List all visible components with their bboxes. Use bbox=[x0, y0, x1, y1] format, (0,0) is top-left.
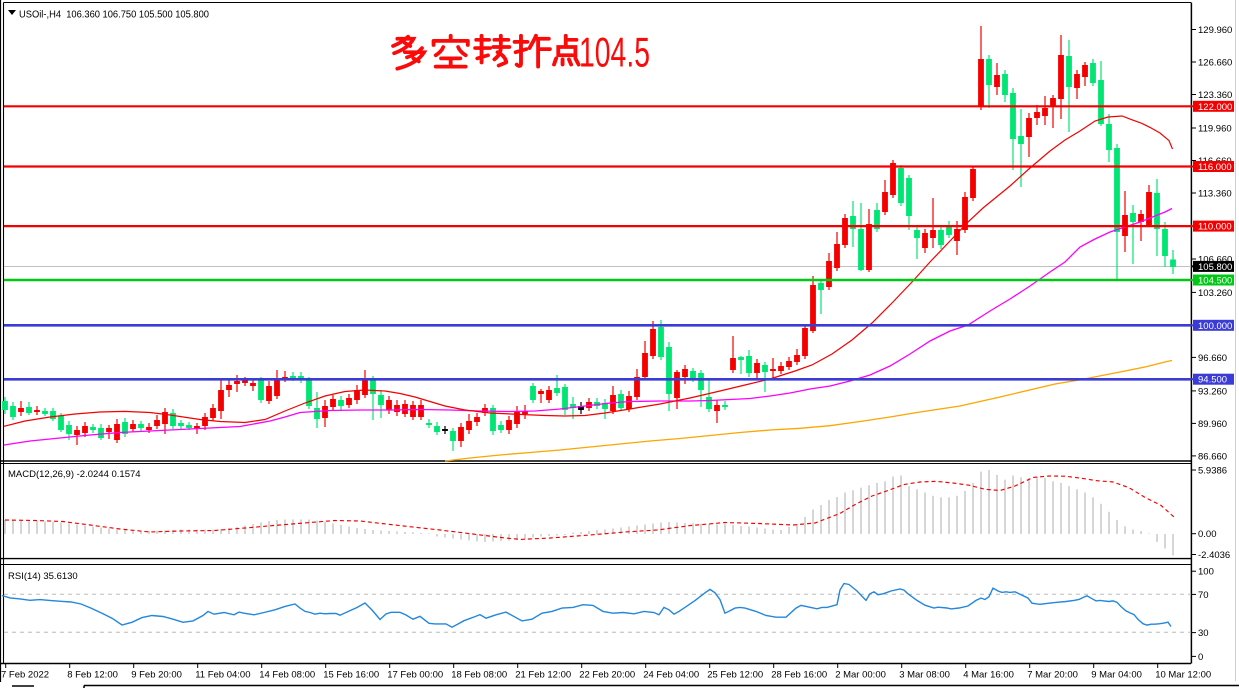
svg-text:94.500: 94.500 bbox=[1198, 375, 1227, 386]
svg-text:113.360: 113.360 bbox=[1198, 189, 1232, 200]
svg-text:103.260: 103.260 bbox=[1198, 288, 1232, 299]
svg-text:129.960: 129.960 bbox=[1198, 25, 1232, 36]
svg-text:30: 30 bbox=[1198, 628, 1209, 639]
svg-text:126.660: 126.660 bbox=[1198, 58, 1232, 69]
svg-text:0.00: 0.00 bbox=[1198, 529, 1217, 540]
svg-text:18 Feb 08:00: 18 Feb 08:00 bbox=[451, 670, 507, 681]
svg-text:RSI(14) 35.6130: RSI(14) 35.6130 bbox=[8, 571, 78, 582]
svg-text:122.000: 122.000 bbox=[1198, 102, 1232, 113]
svg-text:123.360: 123.360 bbox=[1198, 90, 1232, 101]
svg-text:21 Feb 12:00: 21 Feb 12:00 bbox=[515, 670, 571, 681]
svg-text:106.660: 106.660 bbox=[1198, 255, 1232, 266]
svg-text:110.000: 110.000 bbox=[1198, 222, 1232, 233]
svg-text:11 Feb 04:00: 11 Feb 04:00 bbox=[195, 670, 250, 681]
svg-text:9 Feb 20:00: 9 Feb 20:00 bbox=[131, 670, 182, 681]
svg-text:86.660: 86.660 bbox=[1198, 451, 1227, 462]
svg-text:3 Mar 08:00: 3 Mar 08:00 bbox=[899, 670, 950, 681]
svg-text:25 Feb 12:00: 25 Feb 12:00 bbox=[707, 670, 763, 681]
svg-text:4 Mar 16:00: 4 Mar 16:00 bbox=[963, 670, 1014, 681]
svg-text:2 Mar 00:00: 2 Mar 00:00 bbox=[835, 670, 886, 681]
svg-text:28 Feb 16:00: 28 Feb 16:00 bbox=[771, 670, 827, 681]
svg-text:105.800: 105.800 bbox=[1198, 262, 1232, 273]
svg-text:14 Feb 08:00: 14 Feb 08:00 bbox=[259, 670, 315, 681]
svg-text:8 Feb 12:00: 8 Feb 12:00 bbox=[67, 670, 118, 681]
svg-text:119.960: 119.960 bbox=[1198, 124, 1232, 135]
svg-text:7 Feb 2022: 7 Feb 2022 bbox=[1, 670, 49, 681]
svg-text:89.960: 89.960 bbox=[1198, 419, 1227, 430]
svg-text:0: 0 bbox=[1198, 652, 1203, 663]
svg-text:7 Mar 20:00: 7 Mar 20:00 bbox=[1027, 670, 1078, 681]
svg-text:100.000: 100.000 bbox=[1198, 321, 1232, 332]
svg-text:15 Feb 16:00: 15 Feb 16:00 bbox=[323, 670, 379, 681]
svg-text:5.9386: 5.9386 bbox=[1198, 466, 1227, 477]
svg-text:22 Feb 20:00: 22 Feb 20:00 bbox=[579, 670, 635, 681]
svg-text:70: 70 bbox=[1198, 590, 1209, 601]
svg-text:100: 100 bbox=[1198, 567, 1214, 578]
svg-text:116.000: 116.000 bbox=[1198, 162, 1232, 173]
svg-text:96.660: 96.660 bbox=[1198, 353, 1227, 364]
svg-text:10 Mar 12:00: 10 Mar 12:00 bbox=[1155, 670, 1211, 681]
svg-text:MACD(12,26,9) -2.0244 0.1574: MACD(12,26,9) -2.0244 0.1574 bbox=[8, 469, 141, 480]
svg-text:USOil-,H4 106.360 106.750 105: USOil-,H4 106.360 106.750 105.500 105.80… bbox=[19, 10, 209, 21]
svg-text:24 Feb 04:00: 24 Feb 04:00 bbox=[643, 670, 699, 681]
svg-text:104.500: 104.500 bbox=[1198, 276, 1232, 287]
svg-text:104.5: 104.5 bbox=[579, 29, 650, 76]
svg-text:-2.4036: -2.4036 bbox=[1198, 550, 1230, 561]
svg-text:93.260: 93.260 bbox=[1198, 386, 1227, 397]
svg-text:17 Feb 00:00: 17 Feb 00:00 bbox=[387, 670, 443, 681]
svg-text:9 Mar 04:00: 9 Mar 04:00 bbox=[1091, 670, 1142, 681]
